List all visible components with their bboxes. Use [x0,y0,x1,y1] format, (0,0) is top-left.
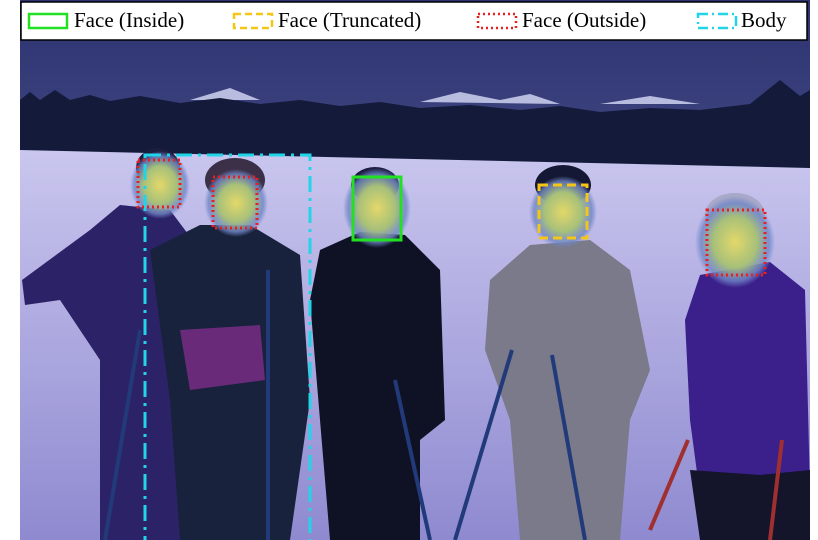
legend: Face (Inside) Face (Truncated) Face (Out… [21,2,807,40]
legend-label: Face (Outside) [522,8,646,32]
annotated-photo: Face (Inside) Face (Truncated) Face (Out… [0,0,818,540]
page: Face (Inside) Face (Truncated) Face (Out… [0,0,818,540]
legend-label: Face (Inside) [74,8,184,32]
photo [20,0,810,540]
legend-label: Face (Truncated) [278,8,421,32]
legend-label: Body [741,8,787,32]
